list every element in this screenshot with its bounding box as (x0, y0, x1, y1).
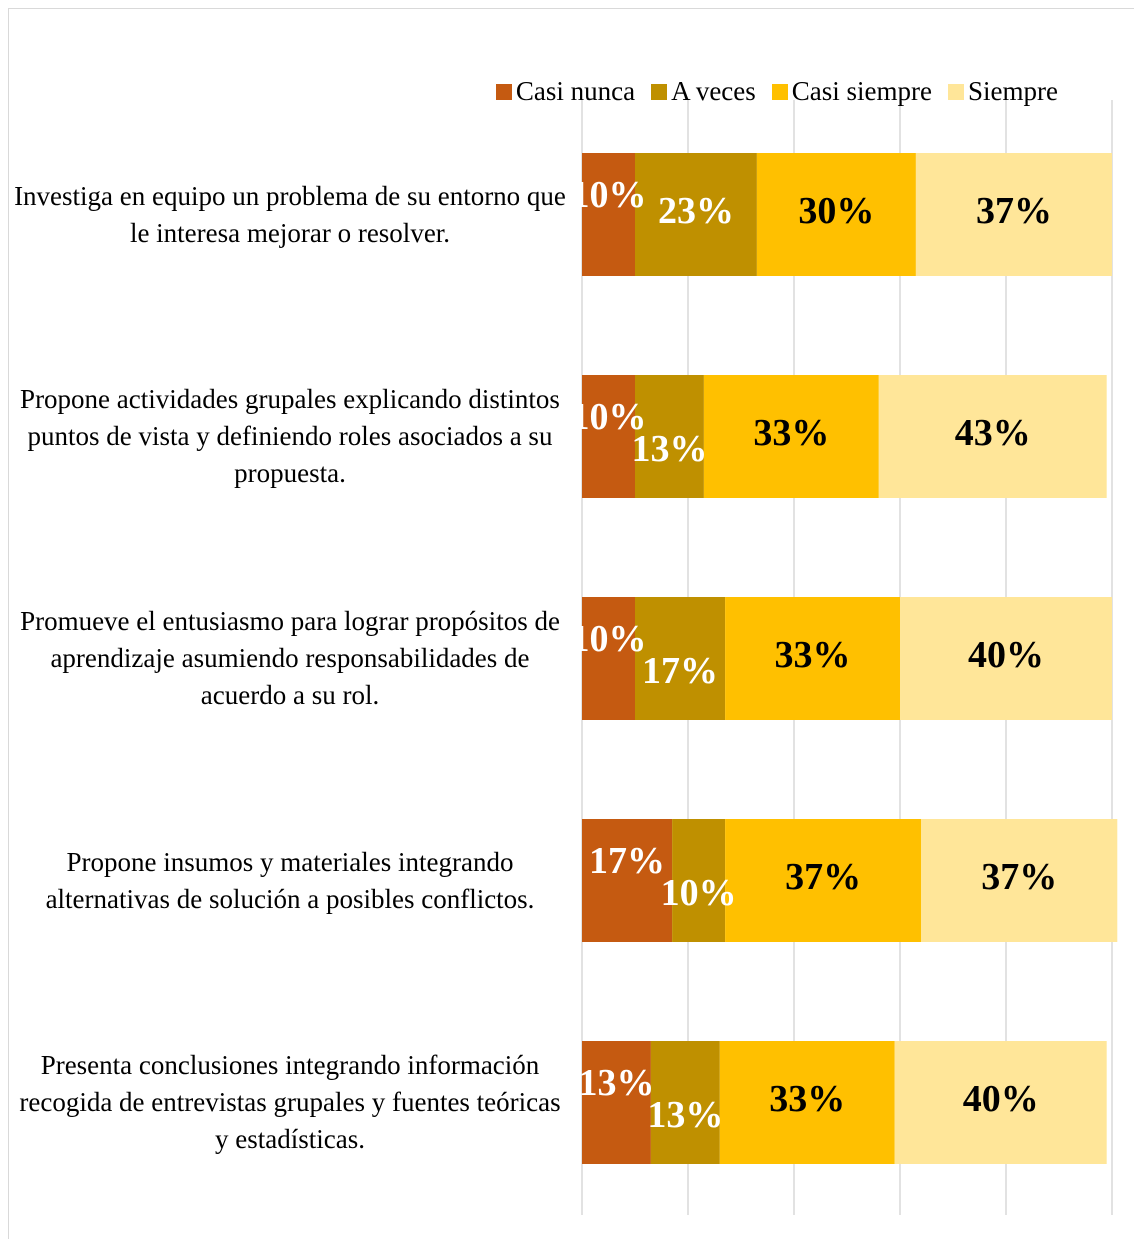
data-label: 10% (571, 396, 647, 438)
data-label: 17% (642, 650, 718, 692)
bar-segment (719, 1041, 895, 1164)
legend-label: Casi nunca (515, 76, 636, 106)
category-label: Propone insumos y materiales integrando … (45, 846, 535, 914)
category-label: Promueve el entusiasmo para lograr propó… (20, 606, 560, 710)
legend-label: Siempre (968, 76, 1058, 106)
legend-swatch (495, 83, 512, 100)
data-label: 33% (769, 1078, 845, 1120)
data-label: 33% (775, 634, 851, 676)
bar-segment (756, 153, 916, 276)
data-label: 17% (589, 840, 665, 882)
data-label: 37% (981, 856, 1057, 898)
data-label: 37% (976, 190, 1052, 232)
bar-segment (582, 375, 635, 498)
data-label: 40% (968, 634, 1044, 676)
bar-segment (878, 375, 1107, 498)
data-label: 13% (647, 1094, 723, 1136)
data-label: 40% (963, 1078, 1039, 1120)
bar-segment (725, 819, 922, 942)
data-label: 13% (631, 428, 707, 470)
data-label: 10% (661, 872, 737, 914)
category-label: Investiga en equipo un problema de su en… (14, 180, 566, 248)
bar-segment (582, 819, 673, 942)
data-label: 43% (955, 412, 1031, 454)
legend: Casi nunca A veces Casi siempre Siempre (495, 76, 1058, 107)
bar-segment (650, 1041, 720, 1164)
bar-segment (703, 375, 879, 498)
legend-label: A veces (671, 76, 756, 106)
data-label: 37% (785, 856, 861, 898)
legend-label: Casi siempre (791, 76, 933, 106)
bar-segment (635, 375, 704, 498)
legend-item: Casi siempre (771, 76, 933, 107)
data-label: 10% (571, 174, 647, 216)
bar-segment (672, 819, 726, 942)
legend-swatch (771, 83, 788, 100)
legend-item: Siempre (948, 76, 1058, 107)
legend-item: Casi nunca (495, 76, 636, 107)
chart-frame (8, 8, 1134, 1239)
bar-segment (894, 1041, 1107, 1164)
data-label: 13% (578, 1062, 654, 1104)
bar-segment (582, 1041, 651, 1164)
bar-segment (635, 153, 757, 276)
bar-segment (635, 597, 726, 720)
bar-segment (582, 597, 635, 720)
legend-swatch (651, 83, 668, 100)
bar-segment (582, 153, 635, 276)
data-label: 30% (798, 190, 874, 232)
bar-segment (921, 819, 1118, 942)
bar-segment (900, 597, 1112, 720)
legend-item: A veces (651, 76, 756, 107)
data-label: 23% (658, 190, 734, 232)
legend-swatch (948, 83, 965, 100)
category-label: Propone actividades grupales explicando … (20, 384, 560, 488)
category-label: Presenta conclusiones integrando informa… (19, 1050, 561, 1154)
data-label: 33% (753, 412, 829, 454)
bar-segment (725, 597, 900, 720)
bar-segment (915, 153, 1112, 276)
data-label: 10% (571, 618, 647, 660)
